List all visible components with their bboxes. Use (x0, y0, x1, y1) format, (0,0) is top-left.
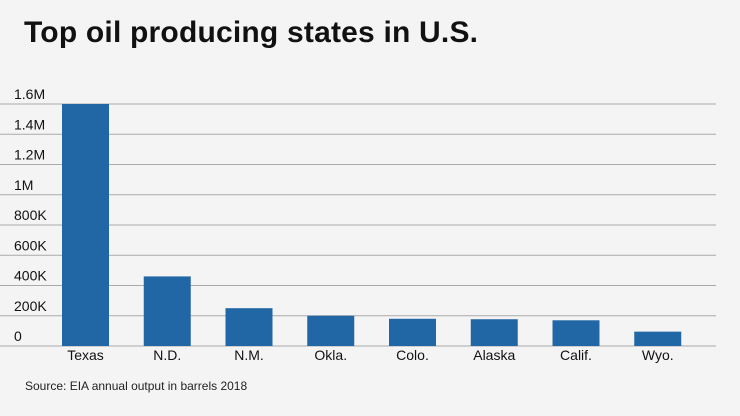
x-tick-label: N.M. (234, 347, 264, 363)
x-tick-label: Colo. (396, 347, 429, 363)
y-tick-label: 1M (14, 177, 33, 193)
chart-title: Top oil producing states in U.S. (24, 16, 479, 49)
x-tick-label: Wyo. (642, 347, 674, 363)
bar-calif (552, 320, 600, 346)
bar-texas (62, 104, 109, 346)
source-note: Source: EIA annual output in barrels 201… (25, 379, 248, 393)
y-tick-label: 1.4M (14, 116, 45, 132)
x-tick-label: Calif. (560, 347, 592, 363)
bar-colo (389, 318, 436, 346)
x-tick-label: N.D. (153, 347, 181, 363)
bar-nd (143, 276, 191, 346)
y-tick-label: 400K (14, 268, 47, 284)
bar-wyo (634, 331, 682, 346)
x-tick-label: Okla. (314, 347, 347, 363)
y-tick-label: 600K (14, 237, 47, 253)
y-tick-label: 200K (14, 298, 47, 314)
bar-alaska (470, 319, 518, 346)
bar-okla (307, 315, 355, 346)
y-tick-label: 1.6M (14, 86, 45, 102)
y-tick-label: 800K (14, 207, 47, 223)
x-tick-label: Alaska (473, 347, 515, 363)
x-tick-label: Texas (67, 347, 104, 363)
y-tick-label: 0 (14, 328, 22, 344)
bar-nm (225, 308, 273, 346)
y-tick-label: 1.2M (14, 147, 45, 163)
